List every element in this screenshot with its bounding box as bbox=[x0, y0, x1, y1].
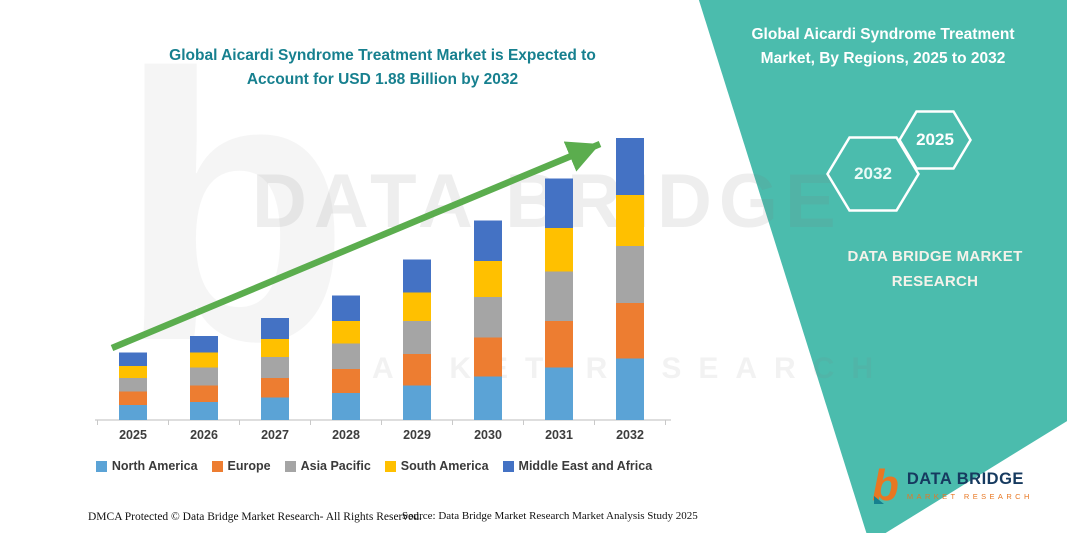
logo-name: DATA BRIDGE bbox=[906, 470, 1024, 489]
bar-segment-middle-east-and-africa bbox=[545, 178, 573, 228]
bar-segment-south-america bbox=[545, 228, 573, 272]
legend-label: Asia Pacific bbox=[300, 459, 371, 473]
hexagon-outline-icon bbox=[826, 136, 920, 212]
hexagon-outline-icon bbox=[898, 110, 972, 170]
legend-item-north-america: North America bbox=[95, 459, 198, 473]
bar-segment-south-america bbox=[403, 292, 431, 321]
brand-text-on-teal: DATA BRIDGE MARKET RESEARCH bbox=[828, 245, 1042, 295]
x-axis-label-2031: 2031 bbox=[545, 428, 573, 442]
bar-segment-middle-east-and-africa bbox=[403, 259, 431, 293]
x-axis-label-2032: 2032 bbox=[616, 428, 644, 442]
source-note: Source: Data Bridge Market Research Mark… bbox=[402, 510, 698, 522]
bar-segment-south-america bbox=[190, 352, 218, 368]
hexagon-badge-2032: 2032 bbox=[826, 136, 920, 212]
data-bridge-logo: b DATA BRIDGE MARKET RESEARCH bbox=[872, 461, 1033, 510]
bar-segment-north-america bbox=[616, 358, 644, 420]
legend-label: Europe bbox=[227, 459, 271, 473]
bar-segment-south-america bbox=[616, 195, 644, 246]
bar-segment-asia-pacific bbox=[190, 367, 218, 386]
legend-item-south-america: South America bbox=[384, 459, 489, 473]
legend-item-europe: Europe bbox=[211, 459, 271, 473]
bar-segment-europe bbox=[403, 354, 431, 386]
bar-segment-north-america bbox=[332, 393, 360, 420]
bar-segment-south-america bbox=[474, 261, 502, 297]
bar-segment-asia-pacific bbox=[403, 321, 431, 354]
trend-arrow bbox=[110, 141, 602, 351]
x-axis-label-2029: 2029 bbox=[403, 428, 431, 442]
bar-segment-middle-east-and-africa bbox=[261, 318, 289, 339]
side-panel-heading: Global Aicardi Syndrome Treatment Market… bbox=[714, 23, 1052, 71]
hexagon-year-label: 2032 bbox=[854, 164, 892, 183]
side-heading-line1: Global Aicardi Syndrome Treatment bbox=[751, 26, 1015, 43]
bar-segment-europe bbox=[474, 337, 502, 377]
bar-segment-middle-east-and-africa bbox=[119, 352, 147, 366]
bar-segment-europe bbox=[119, 391, 147, 405]
legend-item-middle-east-and-africa: Middle East and Africa bbox=[502, 459, 653, 473]
side-heading-line2: Market, By Regions, 2025 to 2032 bbox=[760, 50, 1006, 68]
chart-title: Global Aicardi Syndrome Treatment Market… bbox=[95, 44, 670, 92]
bar-segment-middle-east-and-africa bbox=[190, 336, 218, 353]
bar-segment-asia-pacific bbox=[261, 357, 289, 378]
bar-segment-north-america bbox=[190, 402, 218, 420]
bar-segment-europe bbox=[332, 369, 360, 393]
bar-segment-asia-pacific bbox=[545, 271, 573, 321]
bar-segment-middle-east-and-africa bbox=[616, 138, 644, 195]
bar-segment-north-america bbox=[261, 397, 289, 420]
legend-swatch bbox=[284, 460, 296, 472]
bar-segment-middle-east-and-africa bbox=[474, 220, 502, 261]
chart-legend: North America Europe Asia Pacific South Ame… bbox=[68, 459, 680, 473]
legend-label: South America bbox=[400, 459, 489, 473]
legend-swatch bbox=[384, 460, 396, 472]
legend-swatch bbox=[211, 460, 223, 472]
bar-segment-europe bbox=[261, 378, 289, 398]
x-axis-label-2025: 2025 bbox=[119, 428, 147, 442]
legend-swatch bbox=[502, 460, 514, 472]
chart-title-line1: Global Aicardi Syndrome Treatment Market… bbox=[169, 47, 596, 64]
legend-swatch bbox=[95, 460, 107, 472]
x-axis-label-2030: 2030 bbox=[474, 428, 502, 442]
brand-line1: DATA BRIDGE MARKET bbox=[847, 248, 1023, 265]
bar-segment-asia-pacific bbox=[474, 297, 502, 338]
stacked-bar-chart bbox=[95, 138, 671, 425]
dmca-notice: DMCA Protected © Data Bridge Market Rese… bbox=[88, 511, 422, 523]
bar-segment-north-america bbox=[545, 367, 573, 420]
x-axis-label-2028: 2028 bbox=[332, 428, 360, 442]
bar-segment-asia-pacific bbox=[119, 378, 147, 392]
bar-segment-middle-east-and-africa bbox=[332, 295, 360, 321]
bar-segment-asia-pacific bbox=[332, 343, 360, 369]
x-axis-label-2027: 2027 bbox=[261, 428, 289, 442]
hexagon-badge-2025: 2025 bbox=[898, 110, 972, 170]
legend-label: North America bbox=[111, 459, 198, 473]
bar-segment-north-america bbox=[474, 376, 502, 420]
legend-item-asia-pacific: Asia Pacific bbox=[284, 459, 371, 473]
bar-segment-north-america bbox=[403, 385, 431, 420]
logo-texts: DATA BRIDGE MARKET RESEARCH bbox=[907, 470, 1033, 501]
x-axis-label-2026: 2026 bbox=[190, 428, 218, 442]
hexagon-year-label: 2025 bbox=[916, 130, 954, 149]
legend-label: Middle East and Africa bbox=[518, 459, 653, 473]
bar-segment-south-america bbox=[332, 321, 360, 344]
bar-segment-europe bbox=[190, 385, 218, 402]
bar-segment-south-america bbox=[119, 366, 147, 378]
bar-segment-europe bbox=[545, 321, 573, 368]
brand-line2: RESEARCH bbox=[891, 272, 979, 290]
chart-title-line2: Account for USD 1.88 Billion by 2032 bbox=[246, 71, 519, 89]
bar-segment-asia-pacific bbox=[616, 246, 644, 303]
logo-subtitle: MARKET RESEARCH bbox=[906, 492, 1033, 502]
bar-segment-europe bbox=[616, 303, 644, 359]
bar-segment-south-america bbox=[261, 339, 289, 357]
bar-segment-north-america bbox=[119, 405, 147, 420]
logo-b-icon: b bbox=[872, 461, 899, 510]
